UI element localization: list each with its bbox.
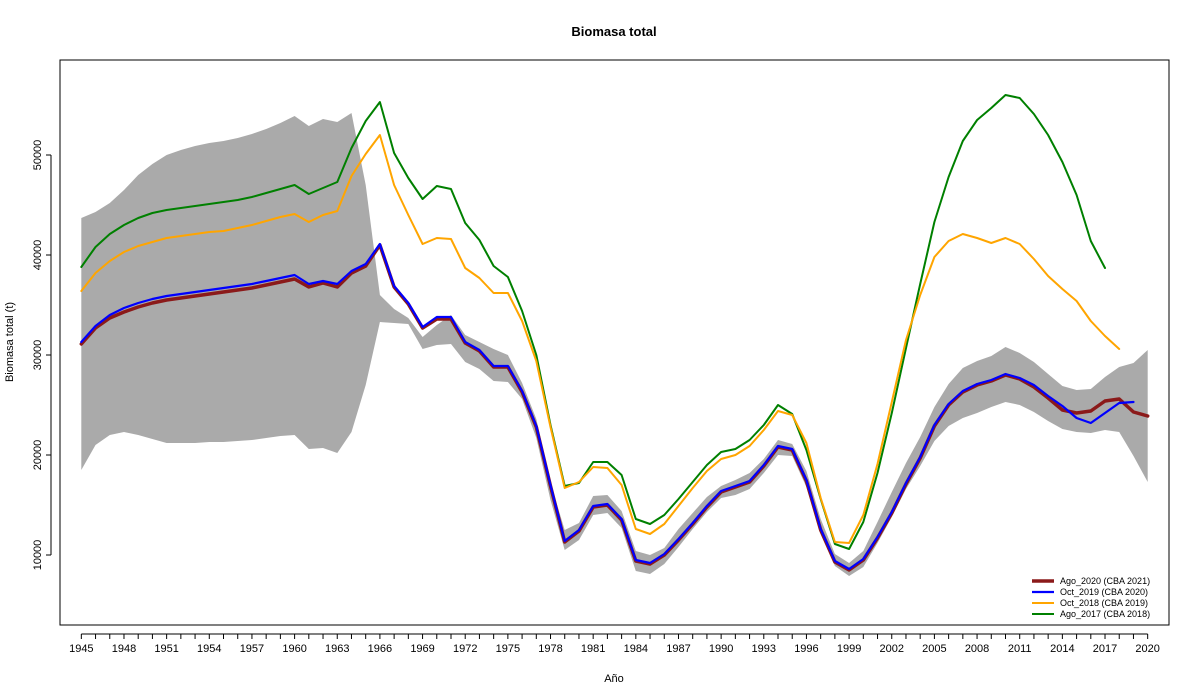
x-tick-label: 2020	[1135, 643, 1159, 655]
x-tick-label: 2002	[880, 643, 904, 655]
y-tick-label: 40000	[32, 240, 44, 271]
x-tick-label: 1957	[240, 643, 264, 655]
series-line-ago-2017-cba-2018	[80, 94, 1106, 550]
x-axis-label: Año	[604, 673, 624, 685]
uncertainty-band-area	[81, 113, 1148, 576]
x-axis: 1945 1948 1951 1954 1957 1960 1963 1966 1969 1972…	[69, 633, 1160, 655]
x-tick-label: 2017	[1093, 643, 1117, 655]
x-tick-label: 1984	[624, 643, 648, 655]
x-tick-label: 1963	[325, 643, 349, 655]
y-axis: 10000 20000 30000 40000 50000	[32, 140, 52, 571]
x-tick-label: 1966	[368, 643, 392, 655]
legend: Ago_2020 (CBA 2021)Oct_2019 (CBA 2020)Oc…	[1032, 576, 1150, 619]
y-tick-label: 30000	[32, 340, 44, 371]
x-tick-label: 1954	[197, 643, 221, 655]
x-tick-label: 1975	[496, 643, 520, 655]
legend-label: Ago_2017 (CBA 2018)	[1060, 609, 1150, 619]
chart-title: Biomasa total	[571, 24, 656, 39]
x-tick-label: 1987	[666, 643, 690, 655]
x-tick-label: 2005	[922, 643, 946, 655]
plot-frame	[59, 59, 1170, 626]
x-tick-label: 1981	[581, 643, 605, 655]
y-tick-label: 10000	[32, 540, 44, 571]
x-tick-label: 1993	[752, 643, 776, 655]
x-tick-label: 1996	[794, 643, 818, 655]
x-tick-label: 1972	[453, 643, 477, 655]
x-tick-label: 2011	[1008, 643, 1032, 655]
legend-label: Oct_2019 (CBA 2020)	[1060, 587, 1148, 597]
x-tick-label: 1969	[410, 643, 434, 655]
legend-label: Oct_2018 (CBA 2019)	[1060, 598, 1148, 608]
x-tick-label: 2014	[1050, 643, 1074, 655]
x-tick-label: 1960	[282, 643, 306, 655]
x-tick-label: 1951	[154, 643, 178, 655]
x-tick-label: 1945	[69, 643, 93, 655]
x-tick-label: 1999	[837, 643, 861, 655]
y-tick-label: 50000	[32, 140, 44, 171]
series-lines	[79, 94, 1150, 572]
y-tick-label: 20000	[32, 440, 44, 471]
series-line-oct-2019-cba-2020	[80, 242, 1135, 571]
x-tick-label: 2008	[965, 643, 989, 655]
x-tick-label: 1990	[709, 643, 733, 655]
legend-label: Ago_2020 (CBA 2021)	[1060, 576, 1150, 586]
x-tick-label: 1948	[112, 643, 136, 655]
confidence-band	[81, 113, 1148, 576]
series-line-oct-2018-cba-2019	[80, 134, 1121, 544]
y-axis-label: Biomasa total (t)	[4, 302, 16, 382]
x-tick-label: 1978	[538, 643, 562, 655]
